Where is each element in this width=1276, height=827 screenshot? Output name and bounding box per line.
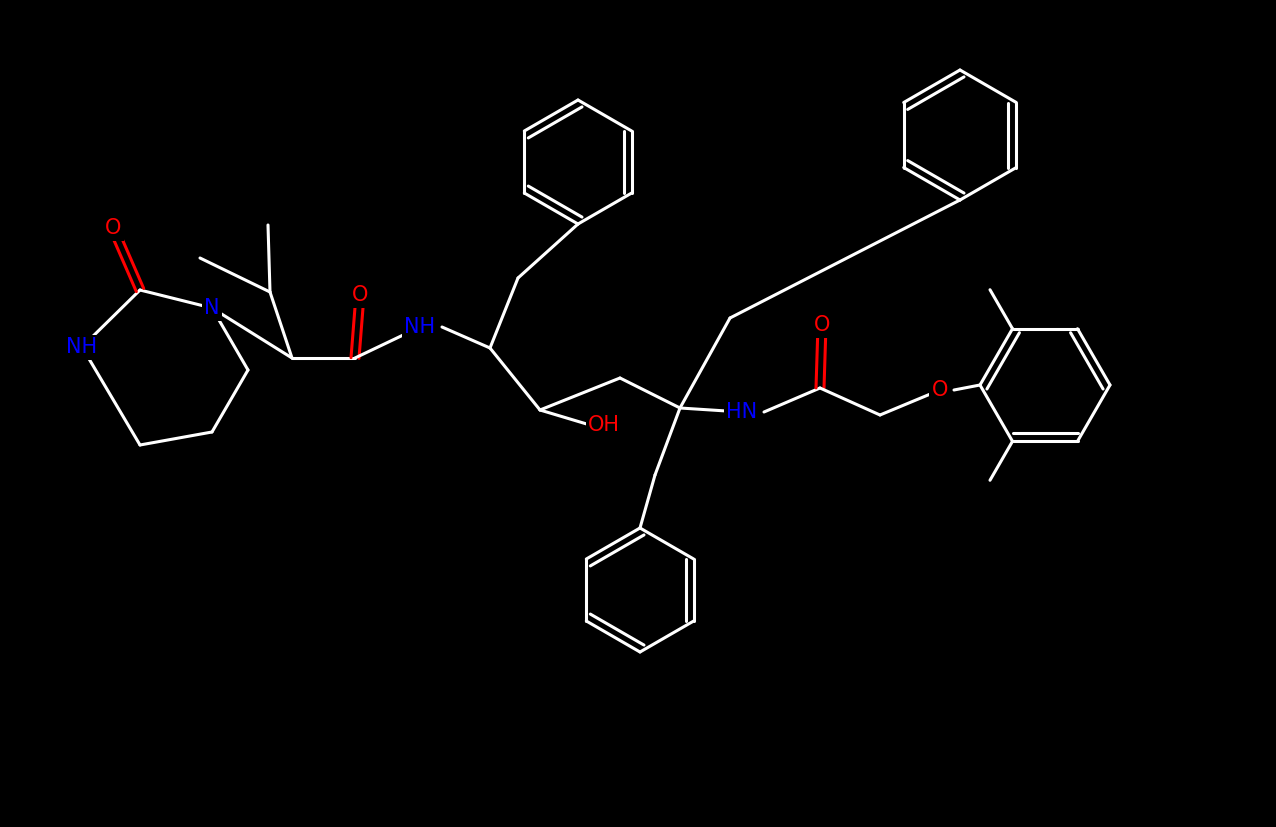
Text: O: O [931, 380, 948, 400]
Text: O: O [105, 218, 121, 238]
Text: O: O [814, 315, 831, 335]
Text: OH: OH [588, 415, 620, 435]
Text: HN: HN [726, 402, 758, 422]
Text: O: O [352, 285, 369, 305]
Text: N: N [204, 298, 219, 318]
Text: NH: NH [404, 317, 435, 337]
Text: NH: NH [66, 337, 97, 357]
